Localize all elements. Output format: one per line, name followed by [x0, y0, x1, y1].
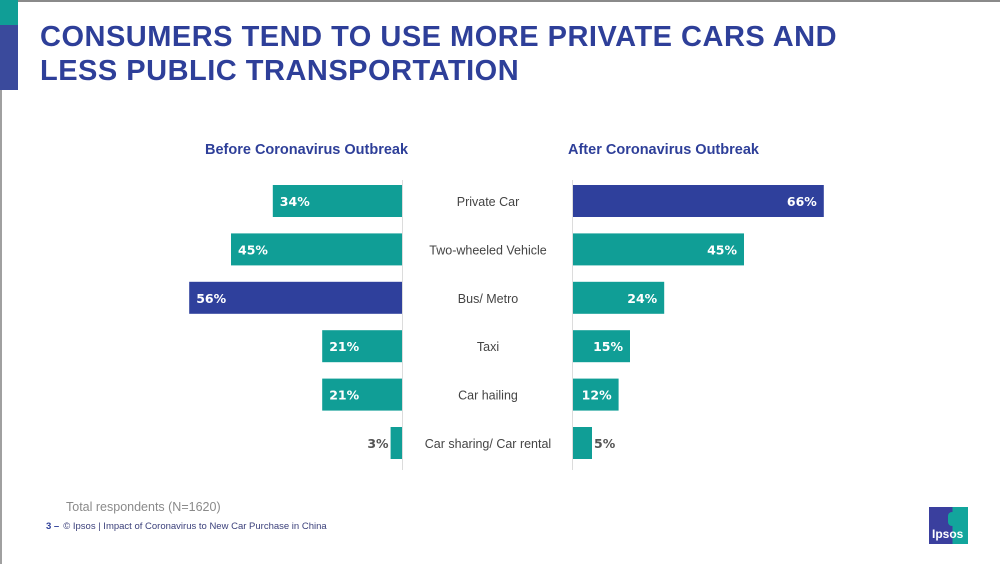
- slide-title: CONSUMERS TEND TO USE MORE PRIVATE CARS …: [40, 20, 837, 88]
- before-bar: [231, 233, 402, 266]
- after-value-label: 45%: [707, 242, 737, 257]
- after-bar: [573, 281, 665, 314]
- after-value-label: 15%: [593, 339, 623, 354]
- after-panel-title: After Coronavirus Outbreak: [568, 142, 759, 158]
- after-bar: [573, 185, 824, 217]
- before-panel-title: Before Coronavirus Outbreak: [205, 142, 409, 158]
- before-bar: [272, 185, 402, 217]
- logo-text: Ipsos: [932, 527, 964, 541]
- after-bar: [573, 378, 619, 411]
- category-label: Two-wheeled Vehicle: [429, 243, 546, 257]
- before-value-label: 21%: [329, 388, 359, 403]
- after-value-label: 66%: [787, 194, 817, 209]
- before-bar: [189, 281, 402, 314]
- before-bar: [322, 378, 402, 411]
- before-bar: [322, 330, 402, 363]
- after-bar: [573, 233, 744, 266]
- footer-text: © Ipsos | Impact of Coronavirus to New C…: [63, 521, 327, 532]
- before-value-label: 56%: [196, 291, 226, 306]
- before-value-label: 45%: [238, 242, 268, 257]
- after-value-label: 5%: [594, 436, 616, 451]
- category-label: Car hailing: [458, 389, 518, 403]
- before-value-label: 34%: [280, 194, 310, 209]
- category-label: Bus/ Metro: [458, 292, 518, 306]
- category-label: Car sharing/ Car rental: [425, 437, 551, 451]
- after-value-label: 12%: [582, 388, 612, 403]
- after-value-label: 24%: [627, 291, 657, 306]
- before-value-label: 21%: [329, 339, 359, 354]
- after-bar: [573, 427, 592, 459]
- title-line-2: LESS PUBLIC TRANSPORTATION: [40, 55, 520, 87]
- after-bar: [573, 330, 630, 363]
- before-value-label: 3%: [367, 436, 389, 451]
- footnote: Total respondents (N=1620): [66, 500, 221, 514]
- category-label: Private Car: [457, 195, 520, 209]
- footer: 3 – © Ipsos | Impact of Coronavirus to Ne…: [46, 521, 327, 532]
- accent-stripe-teal: [0, 0, 18, 25]
- ipsos-logo: Ipsos: [929, 507, 968, 544]
- title-line-1: CONSUMERS TEND TO USE MORE PRIVATE CARS …: [40, 21, 838, 53]
- accent-stripe-navy: [0, 25, 18, 90]
- category-label: Taxi: [477, 340, 499, 354]
- page-number: 3 –: [46, 521, 60, 532]
- before-bar: [390, 427, 402, 459]
